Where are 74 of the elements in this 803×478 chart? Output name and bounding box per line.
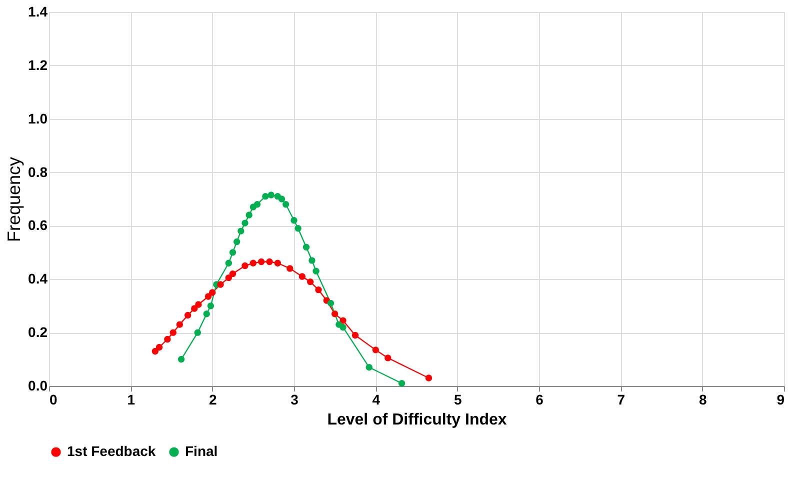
point	[282, 200, 290, 208]
point	[242, 262, 248, 270]
point	[340, 324, 346, 331]
point	[238, 228, 244, 234]
point	[152, 348, 159, 355]
y-tick-label: 1.0	[28, 110, 48, 126]
y-tick-label: 0.8	[28, 164, 48, 180]
x-tick-label: 1	[127, 392, 136, 408]
point	[184, 312, 192, 319]
point	[156, 344, 163, 351]
point	[366, 364, 372, 371]
point	[306, 278, 314, 286]
point	[194, 329, 201, 336]
point	[170, 329, 176, 336]
legend-label: Final	[185, 443, 218, 460]
y-tick-label: 0.0	[28, 378, 48, 394]
point	[233, 238, 240, 246]
point	[340, 317, 346, 324]
point	[258, 258, 265, 266]
y-axis-title: Frequency	[4, 156, 24, 242]
point	[207, 302, 214, 310]
x-axis-title: Level of Difficulty Index	[327, 412, 507, 428]
x-tick-label: 7	[617, 392, 626, 408]
point	[302, 244, 310, 250]
x-tick-label: 0	[50, 392, 58, 408]
y-tick-label: 0.4	[28, 270, 48, 287]
point	[254, 200, 261, 208]
point	[191, 305, 198, 312]
point	[290, 217, 298, 224]
point	[203, 310, 210, 318]
point	[176, 321, 184, 328]
y-tick-label: 0.6	[28, 217, 48, 234]
point	[384, 354, 392, 362]
y-tick-label: 0.2	[28, 324, 48, 340]
x-tick-label: 5	[454, 392, 462, 408]
point	[164, 336, 171, 343]
point	[268, 192, 274, 198]
point	[327, 300, 334, 307]
point	[425, 374, 432, 382]
x-tick-label: 6	[536, 392, 544, 408]
point	[298, 273, 306, 280]
point	[195, 301, 202, 308]
point	[331, 310, 338, 318]
point	[246, 212, 252, 218]
point	[204, 293, 212, 300]
point	[398, 380, 406, 387]
x-tick-label: 2	[208, 392, 217, 408]
point	[315, 286, 322, 294]
x-tick-label: 3	[290, 392, 299, 408]
x-tick-label: 9	[776, 392, 785, 408]
point	[208, 289, 216, 296]
point	[286, 265, 294, 272]
point	[217, 281, 224, 288]
point	[225, 274, 232, 282]
point	[352, 332, 359, 339]
point	[262, 192, 269, 200]
point	[308, 257, 316, 264]
point	[229, 270, 236, 278]
point	[242, 220, 248, 226]
point	[178, 356, 185, 363]
point	[229, 249, 236, 256]
legend-label: 1st Feedback	[67, 443, 156, 460]
point	[266, 258, 273, 266]
x-tick-label: 8	[698, 392, 707, 408]
x-tick-label: 4	[372, 392, 380, 408]
point	[250, 260, 257, 266]
point	[278, 196, 286, 202]
point	[225, 260, 232, 266]
y-tick-label: 1.4	[28, 4, 48, 20]
y-tick-label: 1.2	[28, 56, 48, 73]
point	[312, 268, 320, 274]
point	[274, 260, 282, 266]
point	[294, 225, 302, 232]
point	[372, 346, 380, 354]
